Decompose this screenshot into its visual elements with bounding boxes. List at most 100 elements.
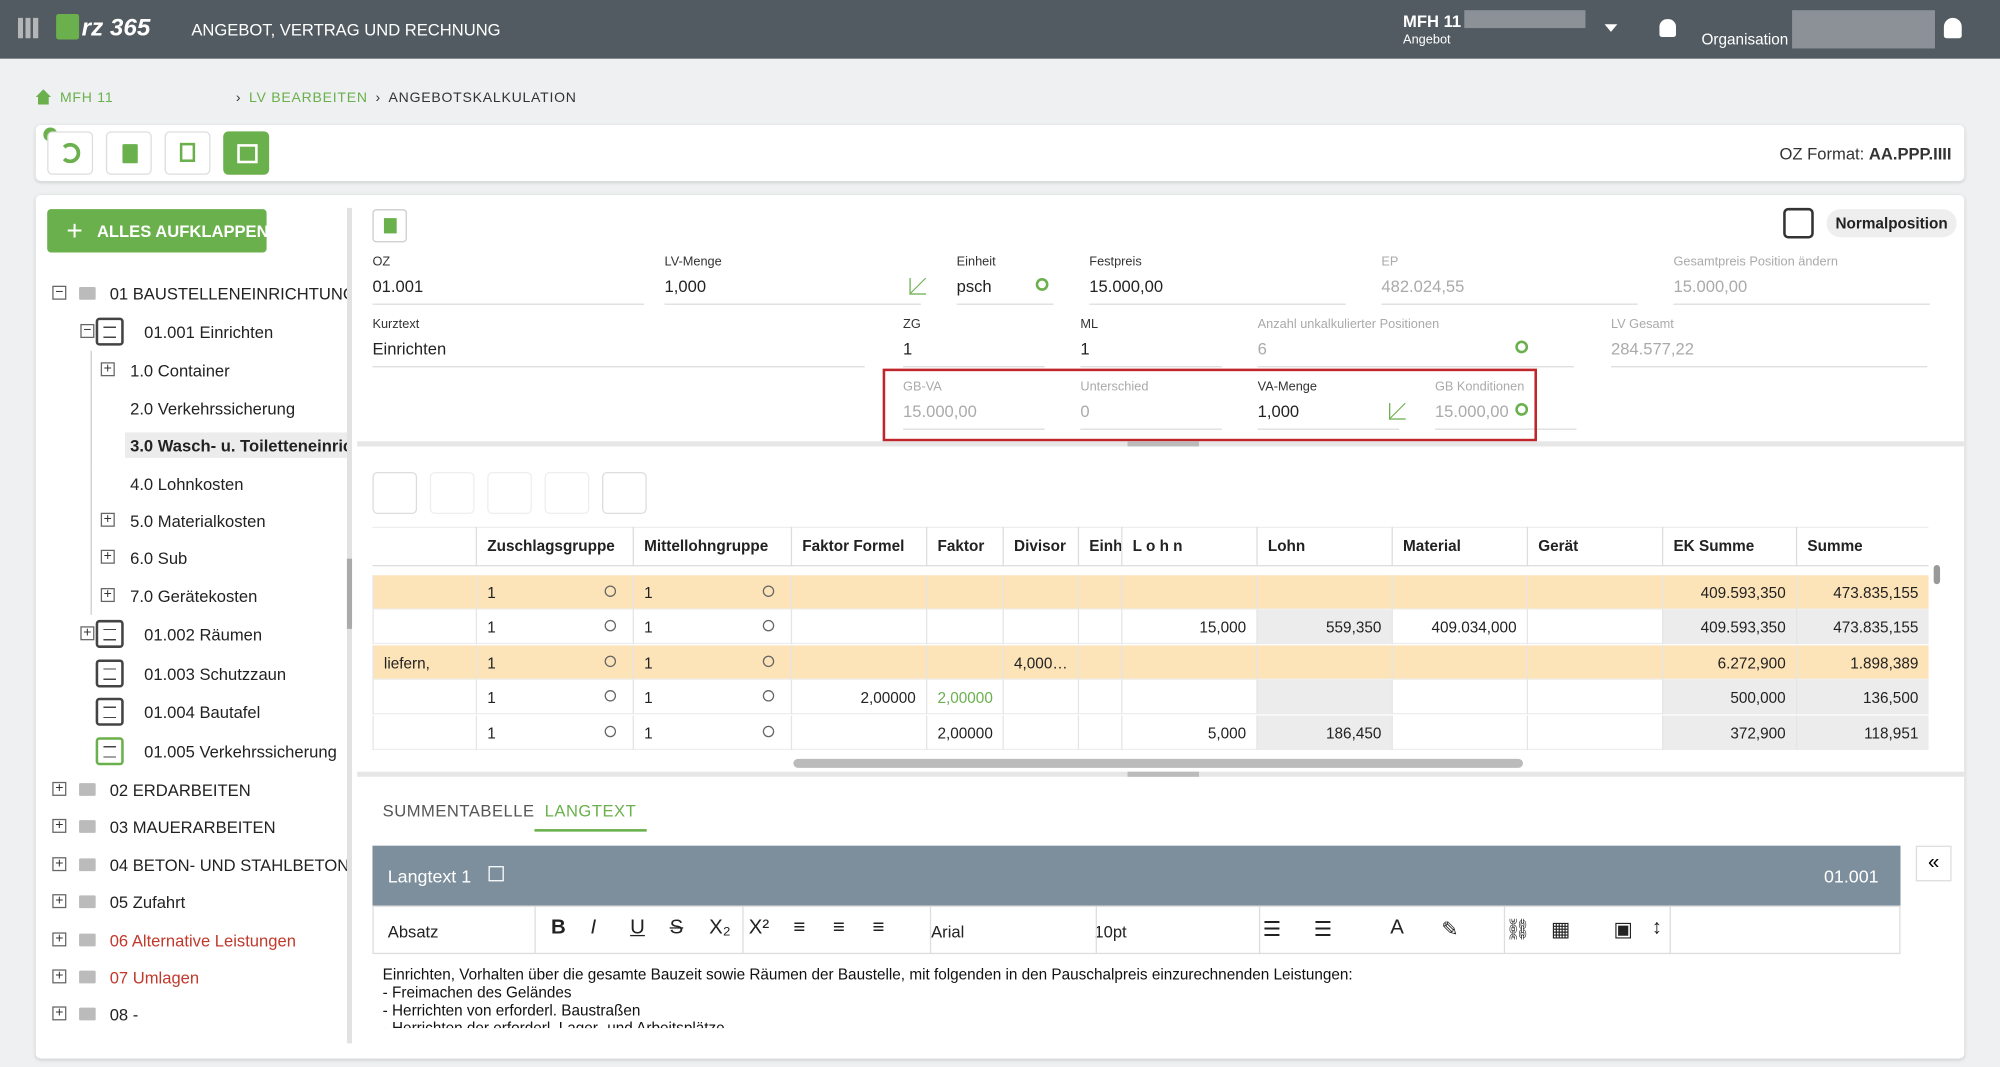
tree-item[interactable]: 06 Alternative Leistungen [109,931,296,951]
table-cell[interactable]: 1 [475,715,633,750]
column-header[interactable]: Einhe [1077,526,1121,567]
table-cell[interactable] [372,679,475,715]
search-icon[interactable] [1035,278,1049,291]
table-cell[interactable] [1077,645,1121,680]
tool-button[interactable]: ☰ [1262,919,1282,942]
table-cell[interactable] [1077,715,1121,750]
tree-item[interactable]: 2.0 Verkehrssicherung [130,399,296,419]
format-button[interactable]: U [630,917,645,939]
table-cell[interactable] [1002,575,1078,610]
table-cell[interactable] [1391,645,1527,680]
table-cell[interactable] [1077,679,1121,715]
tree-toggle[interactable]: + [100,362,115,377]
table-cell[interactable]: 1 [632,645,791,680]
project[interactable]: MFH 11 [1403,11,1462,31]
column-header[interactable]: Faktor Formel [790,526,926,567]
table-cell[interactable]: 1.898,389 [1795,645,1929,680]
format-button[interactable]: I [590,917,597,939]
search-icon[interactable] [604,619,617,632]
table-cell[interactable] [1391,679,1527,715]
format-button[interactable]: X₂ [709,917,731,939]
tool-button[interactable]: A [1390,917,1404,939]
table-cell[interactable]: 4,000… [1002,645,1078,680]
column-header[interactable]: Divisor [1002,526,1078,567]
tree-item[interactable]: 01.004 Bautafel [144,702,261,722]
table-cell[interactable] [1121,575,1256,610]
table-cell[interactable] [1526,679,1662,715]
table-cell[interactable] [790,575,926,610]
tree-toggle[interactable]: + [52,969,67,984]
dropdown[interactable] [1604,24,1618,38]
crumb[interactable]: MFH 11 [59,90,114,106]
tool-button[interactable]: ☰ [1313,919,1333,942]
tree-item[interactable]: 08 - [109,1005,139,1025]
search-icon[interactable] [762,725,775,738]
column-header[interactable]: EK Summe [1661,526,1796,567]
table-cell[interactable]: 5,000 [1121,715,1256,750]
tree-item[interactable]: 01.002 Räumen [144,624,263,645]
calc[interactable] [223,131,270,175]
tree-toggle[interactable]: + [52,818,67,833]
format-button[interactable]: ≡ [793,917,806,939]
table-cell[interactable]: 1 [475,609,633,645]
tree-item[interactable]: 3.0 Wasch- u. Toiletteneinrich [124,432,350,458]
tree-item[interactable]: 03 MAUERARBEITEN [109,817,276,837]
table-cell[interactable] [1256,575,1391,610]
table-cell[interactable] [1002,679,1078,715]
table-cell[interactable] [1002,715,1078,750]
tree-item[interactable]: 05 Zufahrt [109,892,186,912]
column-header[interactable]: Material [1391,526,1527,567]
search-icon[interactable] [604,585,617,597]
table-cell[interactable]: 473.835,155 [1795,609,1929,645]
table-cell[interactable]: 15,000 [1121,609,1256,645]
field-value[interactable]: 01.001 [372,277,645,305]
table-cell[interactable] [372,715,475,750]
table-cell[interactable]: 2,00000 [926,715,1003,750]
table-cell[interactable] [372,575,475,610]
crumb[interactable]: LV BEARBEITEN [248,90,368,106]
field-value[interactable]: 1 [903,339,1045,368]
table-cell[interactable]: 136,500 [1795,679,1929,715]
table-cell[interactable]: 6.272,900 [1661,645,1796,680]
table-cell[interactable] [1121,645,1256,680]
table-cell[interactable]: 473.835,155 [1795,575,1929,610]
table-cell[interactable] [1391,715,1527,750]
table-cell[interactable] [1526,645,1662,680]
search-icon[interactable] [762,619,775,632]
field-value[interactable]: Einrichten [372,339,865,368]
table-cell[interactable] [1002,609,1078,645]
tree-toggle[interactable]: + [100,549,115,564]
tree-item[interactable]: 01 BAUSTELLENEINRICHTUNG [109,284,350,304]
tree-item[interactable]: 1.0 Container [130,360,230,381]
table-cell[interactable] [1391,575,1527,610]
table-cell[interactable]: 1 [632,609,791,645]
tree-item[interactable]: 01.003 Schutzzaun [144,664,287,684]
table-cell[interactable] [1526,609,1662,645]
tab[interactable]: LANGTEXT [534,797,647,832]
table-cell[interactable]: 409.593,350 [1661,609,1796,645]
table-cell[interactable]: 1 [475,575,633,610]
tree-item[interactable]: 04 BETON- UND STAHLBETON- A [109,855,350,875]
bell[interactable] [1659,19,1677,37]
user-icon[interactable] [1943,17,1962,39]
column-header[interactable]: Mittellohngruppe [632,526,791,567]
tree-item[interactable]: 01.005 Verkehrssicherung [144,742,337,762]
tree-item[interactable]: 07 Umlagen [109,968,200,988]
table-cell[interactable]: 2,00000 [926,679,1003,715]
grid-link[interactable] [544,471,590,515]
tree-item[interactable]: 01.001 Einrichten [144,322,274,342]
table-cell[interactable]: 118,951 [1795,715,1929,750]
field-value[interactable]: 1,000 [664,277,921,305]
table-cell[interactable]: 1 [632,715,791,750]
search-icon[interactable] [604,655,617,668]
column-header[interactable]: Faktor [926,526,1003,567]
search-icon[interactable] [1515,340,1529,354]
format-button[interactable]: ≡ [832,917,845,939]
format-button[interactable]: ≡ [872,917,885,939]
copy[interactable] [164,131,211,175]
delete[interactable] [105,131,152,175]
table-cell[interactable] [790,609,926,645]
table-cell[interactable] [1121,679,1256,715]
field-value[interactable]: psch [956,277,1054,305]
tool-button[interactable]: ↕ [1651,917,1662,939]
